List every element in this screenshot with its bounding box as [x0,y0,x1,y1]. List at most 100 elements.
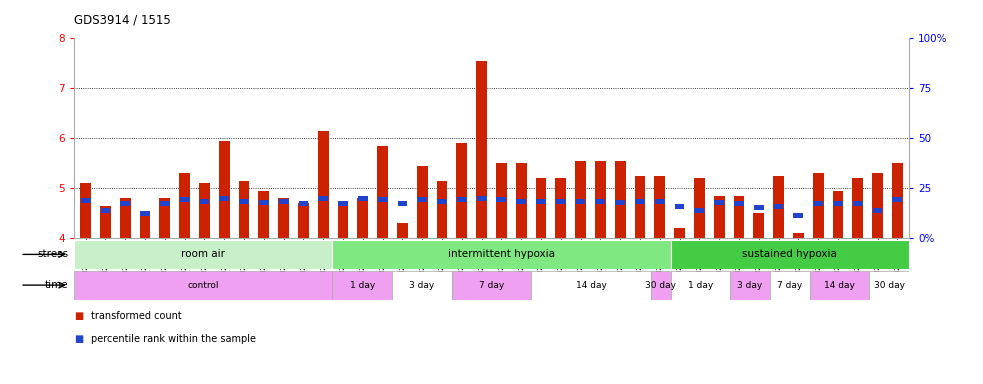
Text: 30 day: 30 day [874,281,905,290]
Bar [873,208,883,213]
Bar [456,143,467,238]
Bar [200,199,209,204]
Bar [734,200,744,206]
Bar [516,199,526,204]
Bar [160,200,170,206]
Bar [259,200,268,205]
Bar [810,271,870,300]
Bar [358,196,368,200]
Bar [531,271,651,300]
Bar [299,200,309,206]
Bar [694,178,705,238]
Bar [74,271,332,300]
Bar [392,271,452,300]
Bar [332,271,392,300]
Bar [338,200,348,206]
Text: 14 day: 14 day [824,281,855,290]
Bar [793,233,804,238]
Bar [259,190,269,238]
Bar [536,199,546,204]
Bar [436,180,447,238]
Bar [179,173,190,238]
Bar [318,131,328,238]
Bar [774,204,783,209]
Bar [596,199,606,204]
Bar [753,213,764,238]
Bar [635,176,646,238]
Bar [337,203,348,238]
Bar [770,271,810,300]
Bar [81,198,90,203]
Bar [278,198,289,238]
Bar [730,271,770,300]
Text: transformed count: transformed count [91,311,182,321]
Bar [655,176,665,238]
Bar [615,200,625,205]
Bar [853,200,863,206]
Bar [651,271,670,300]
Bar [219,196,229,200]
Bar [100,208,110,213]
Bar [714,196,724,238]
Bar [120,200,130,206]
Bar [397,200,407,206]
Text: room air: room air [181,249,225,260]
Bar [635,199,645,204]
Bar [496,163,507,238]
Bar [100,205,111,238]
Bar [180,197,190,202]
Bar [670,240,909,269]
Bar [457,197,467,202]
Bar [120,198,131,238]
Bar [872,173,883,238]
Text: 3 day: 3 day [737,281,763,290]
Bar [141,210,149,216]
Bar [834,200,842,206]
Bar [239,180,250,238]
Bar [199,183,209,238]
Bar [595,161,606,238]
Bar [516,163,527,238]
Text: ■: ■ [74,334,83,344]
Text: 7 day: 7 day [778,281,802,290]
Bar [674,204,684,209]
Bar [476,61,487,238]
Bar [674,228,685,238]
Bar [774,176,784,238]
Bar [695,208,704,213]
Text: 7 day: 7 day [479,281,504,290]
Bar [318,196,328,200]
Bar [81,183,91,238]
Bar [833,190,843,238]
Bar [332,240,670,269]
Bar [575,161,586,238]
Text: control: control [188,281,219,290]
Bar [893,197,902,202]
Bar [397,223,408,238]
Bar [140,210,150,238]
Bar [754,205,764,210]
Bar [74,240,332,269]
Bar [852,178,863,238]
Bar [496,197,506,202]
Text: 1 day: 1 day [688,281,713,290]
Bar [536,178,547,238]
Bar [159,198,170,238]
Bar [279,199,288,204]
Bar [418,197,427,202]
Text: 1 day: 1 day [350,281,375,290]
Bar [358,198,369,238]
Bar [239,199,249,204]
Bar [417,166,428,238]
Bar [556,199,565,204]
Bar [655,199,665,204]
Bar [733,196,744,238]
Text: sustained hypoxia: sustained hypoxia [742,249,838,260]
Text: 3 day: 3 day [409,281,434,290]
Bar [576,199,586,204]
Bar [219,141,230,238]
Bar [452,271,531,300]
Text: ■: ■ [74,311,83,321]
Text: 14 day: 14 day [575,281,607,290]
Bar [715,200,724,205]
